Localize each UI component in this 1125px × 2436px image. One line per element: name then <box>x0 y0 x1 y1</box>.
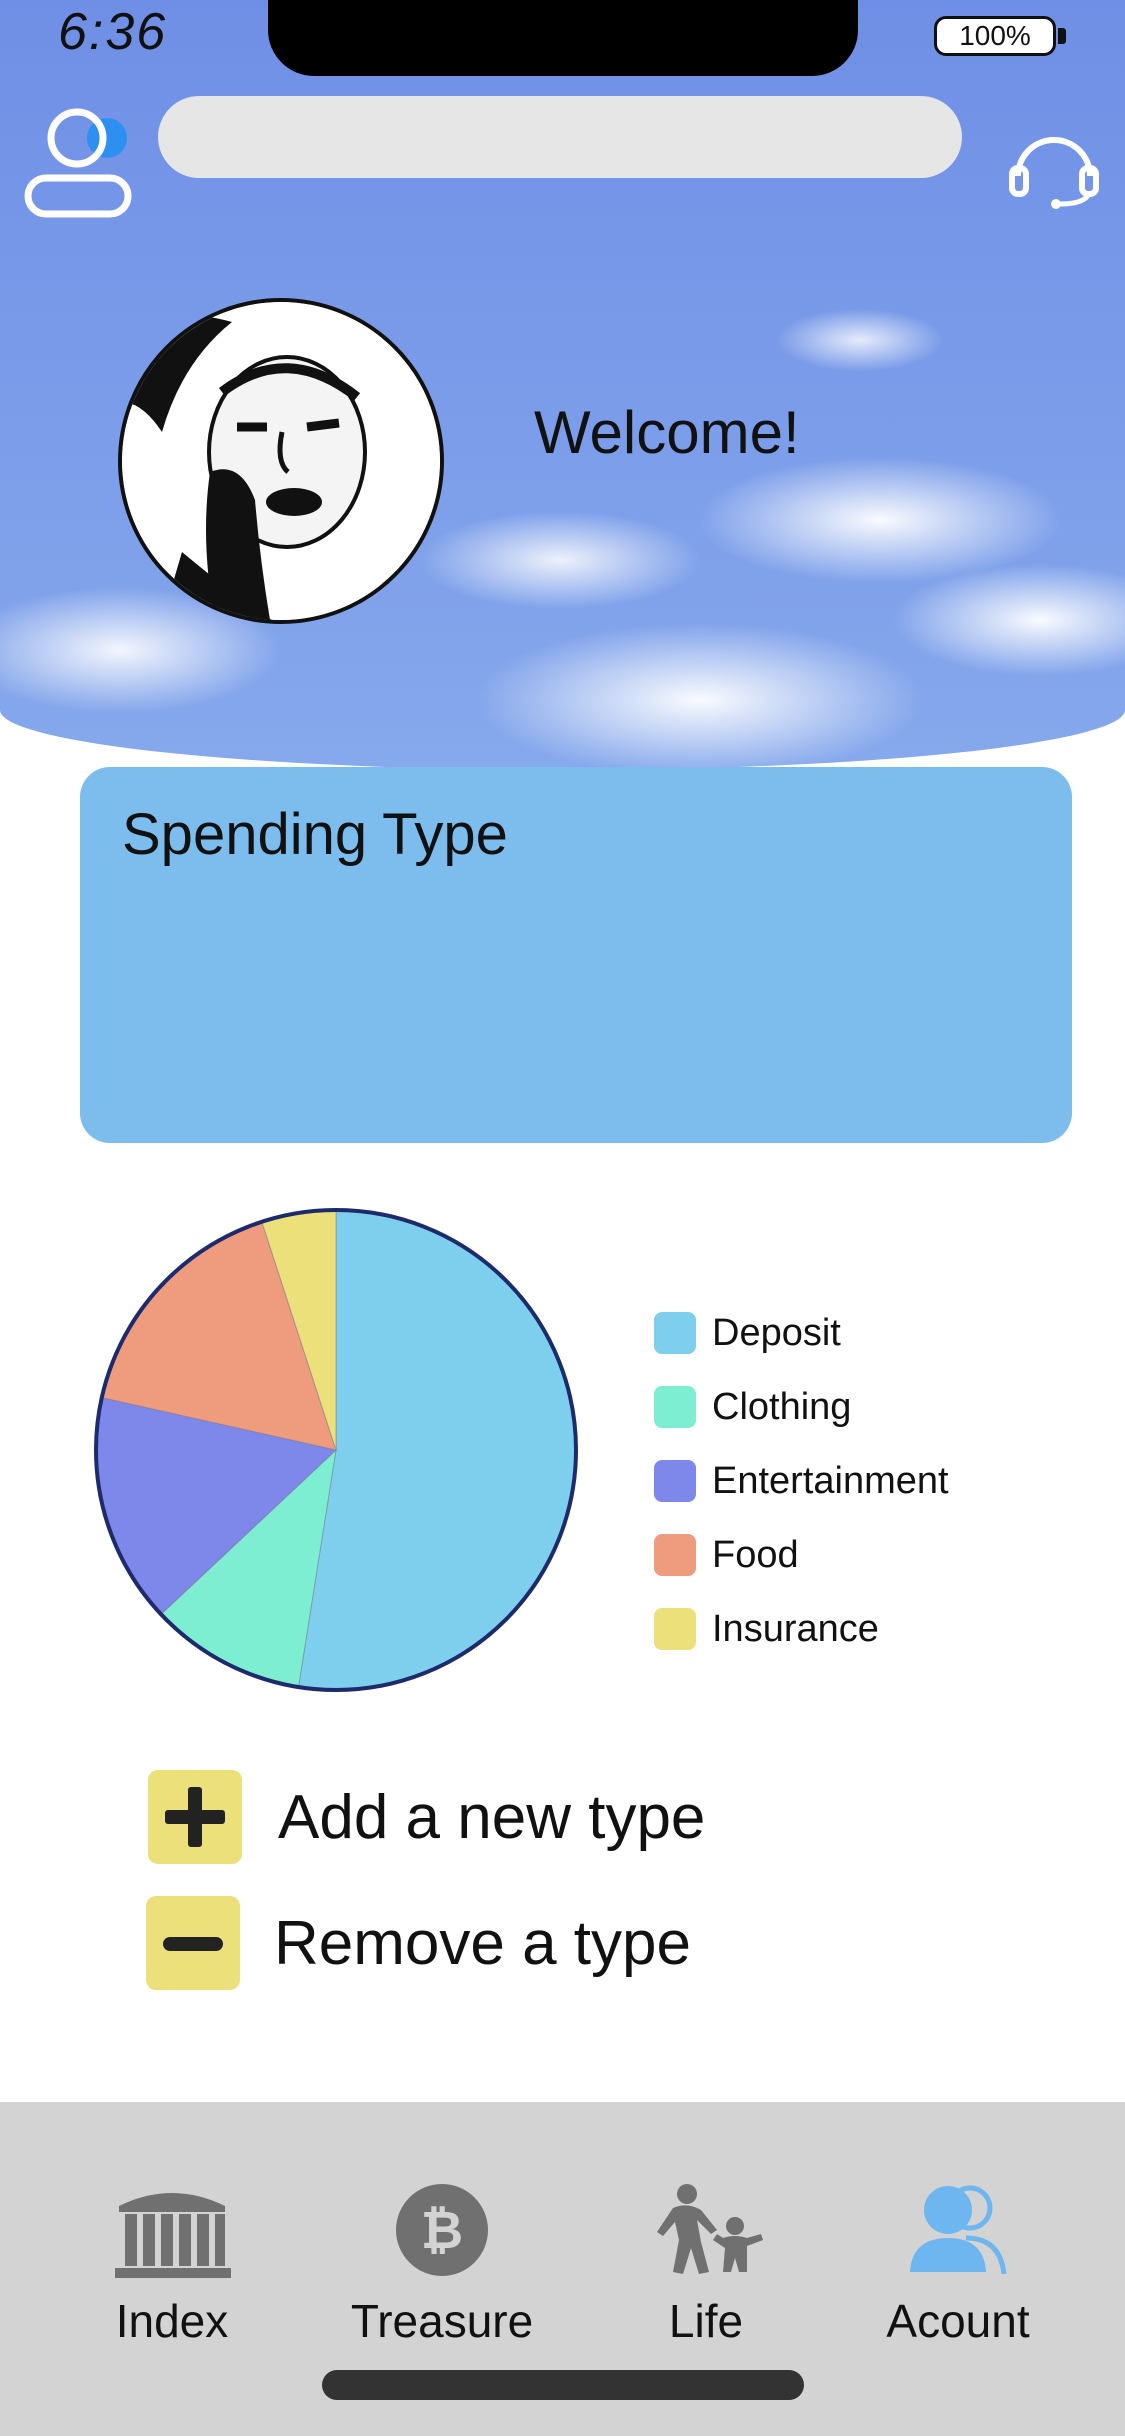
legend-label: Clothing <box>712 1385 852 1428</box>
legend-swatch <box>654 1534 696 1576</box>
bitcoin-icon: ₿ <box>396 2184 488 2276</box>
tab-life-label: Life <box>668 2295 744 2347</box>
tab-account[interactable]: Acount <box>838 2102 1078 2362</box>
minus-icon <box>146 1896 240 1990</box>
legend-label: Entertainment <box>712 1459 949 1502</box>
add-type-label: Add a new type <box>278 1782 706 1852</box>
legend-label: Deposit <box>712 1311 841 1354</box>
family-icon <box>657 2184 763 2274</box>
legend-swatch <box>654 1608 696 1650</box>
pie-slice-deposit <box>297 1209 577 1691</box>
profile-avatar[interactable] <box>118 298 444 624</box>
legend-item-deposit: Deposit <box>654 1296 949 1370</box>
remove-type-label: Remove a type <box>274 1908 691 1978</box>
legend-label: Insurance <box>712 1607 879 1650</box>
battery-tip <box>1058 28 1066 44</box>
legend-swatch <box>654 1312 696 1354</box>
remove-type-button[interactable]: Remove a type <box>146 1896 691 1990</box>
users-icon <box>910 2185 1007 2275</box>
legend-swatch <box>654 1386 696 1428</box>
legend-item-food: Food <box>654 1518 949 1592</box>
welcome-text: Welcome! <box>534 399 800 466</box>
legend-item-entertainment: Entertainment <box>654 1444 949 1518</box>
battery-percentage: 100% <box>959 20 1031 51</box>
legend-item-clothing: Clothing <box>654 1370 949 1444</box>
tab-treasure-label: Treasure <box>350 2295 534 2347</box>
legend-item-insurance: Insurance <box>654 1592 949 1666</box>
card-title: Spending Type <box>122 802 508 867</box>
plus-icon <box>148 1770 242 1864</box>
tab-index[interactable]: Index <box>52 2102 292 2362</box>
device-notch <box>268 0 858 76</box>
home-indicator <box>322 2370 804 2400</box>
bank-icon <box>115 2193 231 2278</box>
legend-swatch <box>654 1460 696 1502</box>
spending-pie-chart <box>94 1208 578 1692</box>
tab-life[interactable]: Life <box>586 2102 826 2362</box>
add-type-button[interactable]: Add a new type <box>148 1770 705 1864</box>
chart-legend: Deposit Clothing Entertainment Food Insuranc… <box>654 1296 949 1666</box>
legend-label: Food <box>712 1533 799 1576</box>
spending-type-card: Spending Type <box>80 767 1072 1143</box>
tab-treasure[interactable]: ₿ Treasure <box>322 2102 562 2362</box>
search-input[interactable] <box>158 96 962 178</box>
svg-text:₿: ₿ <box>421 2201 463 2261</box>
battery-indicator: 100% <box>934 16 1056 56</box>
tab-account-label: Acount <box>886 2295 1030 2347</box>
status-time: 6:36 <box>58 3 168 61</box>
avatar-face-image <box>122 302 440 620</box>
tab-index-label: Index <box>115 2295 229 2347</box>
pie-outline <box>94 1208 578 1692</box>
headset-support-icon[interactable] <box>1008 124 1100 210</box>
user-toggle-icon[interactable] <box>22 104 142 224</box>
